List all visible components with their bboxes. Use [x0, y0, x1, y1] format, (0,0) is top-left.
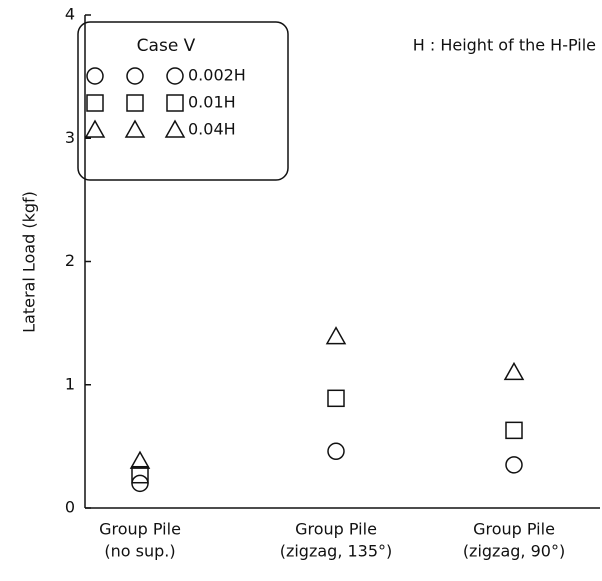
y-tick-label: 1: [65, 374, 75, 393]
triangle-marker: [503, 361, 525, 381]
legend-label: 0.01H: [188, 93, 236, 112]
square-marker: [126, 94, 144, 112]
y-tick-label: 3: [65, 128, 75, 147]
square-marker: [505, 421, 523, 440]
square-marker: [86, 94, 104, 112]
triangle-marker: [325, 326, 347, 345]
x-tick-label: Group Pile: [99, 520, 181, 539]
legend-label: 0.002H: [188, 66, 246, 85]
triangle-marker: [164, 119, 186, 138]
square-marker: [166, 94, 184, 112]
circle-marker: [327, 442, 345, 461]
y-tick-label: 0: [65, 498, 75, 517]
y-tick-label: 4: [65, 5, 75, 24]
square-marker: [327, 389, 345, 408]
legend-title: Case V: [137, 36, 196, 56]
annotation: H : Height of the H-Pile: [413, 36, 596, 55]
x-tick-label: (zigzag, 90°): [463, 542, 565, 561]
triangle-marker: [124, 119, 146, 138]
x-tick-label: (zigzag, 135°): [280, 542, 393, 561]
triangle-marker: [129, 450, 151, 469]
x-tick-label: Group Pile: [295, 520, 377, 539]
circle-marker: [126, 67, 144, 85]
x-tick-label: (no sup.): [104, 542, 175, 561]
legend-label: 0.04H: [188, 120, 236, 139]
circle-marker: [505, 456, 523, 474]
x-tick-label: Group Pile: [473, 520, 555, 539]
triangle-marker: [84, 119, 106, 138]
y-axis-label: Lateral Load (kgf): [20, 191, 39, 333]
square-marker: [131, 465, 149, 484]
circle-marker: [166, 67, 184, 85]
y-tick-label: 2: [65, 251, 75, 270]
circle-marker: [86, 67, 104, 85]
